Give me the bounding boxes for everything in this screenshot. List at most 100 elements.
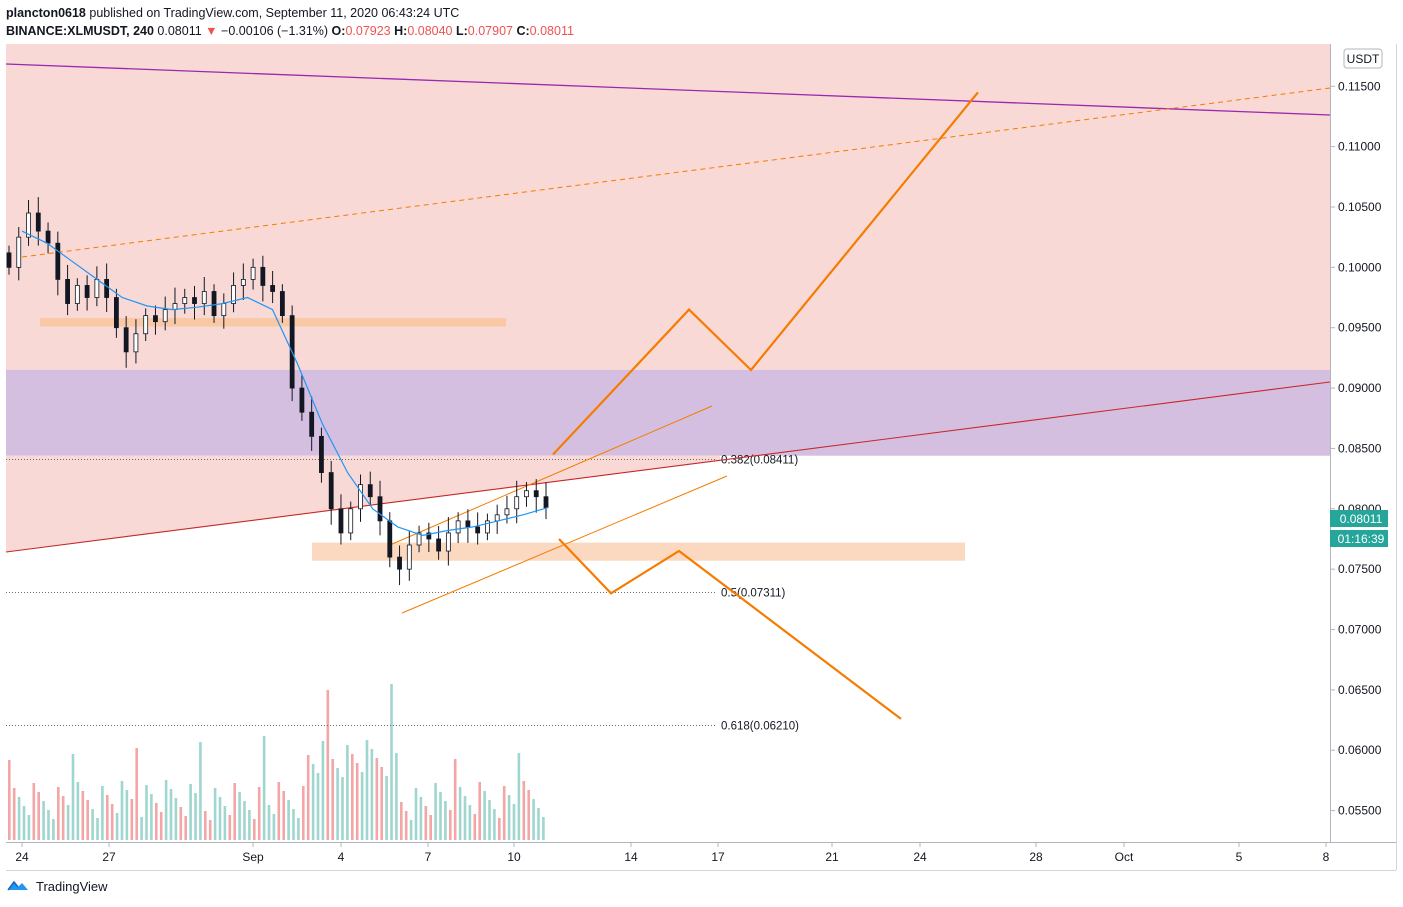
- price-tick-label: 0.07500: [1338, 562, 1382, 576]
- projection-down-path: [558, 538, 902, 720]
- volume-bar: [27, 815, 31, 840]
- volume-bar: [537, 808, 540, 840]
- volume-bar: [351, 754, 354, 840]
- volume-bar: [449, 810, 452, 840]
- time-tick-label: 5: [1236, 850, 1243, 864]
- volume-bar: [444, 801, 447, 840]
- candle-up: [94, 279, 100, 298]
- support-band-lower: [312, 542, 965, 561]
- tradingview-logo-icon: [7, 880, 28, 891]
- volume-bar: [218, 797, 222, 840]
- dashed-projection-line[interactable]: [21, 87, 1331, 258]
- candle-up: [455, 520, 461, 534]
- time-tick-label: 27: [102, 850, 116, 864]
- resistance-trendline[interactable]: [5, 63, 1331, 116]
- support-trendline[interactable]: [5, 381, 1331, 553]
- volume-bar: [61, 796, 65, 840]
- symbol-label[interactable]: BINANCE:XLMUSDT, 240: [6, 24, 154, 38]
- candle-up: [416, 532, 422, 546]
- volume-bar: [42, 801, 45, 840]
- candlesticks: [6, 197, 549, 586]
- volume-bar: [517, 753, 521, 840]
- currency-badge[interactable]: USDT: [1343, 48, 1383, 69]
- volume-bar: [336, 768, 339, 840]
- volume-bar: [419, 797, 423, 840]
- time-tick-label: Oct: [1115, 850, 1134, 864]
- time-tick-label: 8: [1323, 850, 1330, 864]
- candle-up: [358, 484, 363, 510]
- volume-bar: [194, 793, 197, 840]
- volume-bar: [150, 794, 153, 840]
- bar-countdown-tag: 01:16:39: [1330, 530, 1388, 547]
- candle-down: [260, 266, 266, 286]
- volume-bar: [159, 812, 163, 840]
- volume-bar: [145, 785, 148, 840]
- volume-bar: [498, 818, 501, 840]
- current-price-tag: 0.08011: [1330, 510, 1388, 527]
- volume-bar: [434, 783, 437, 840]
- ohlc-line: BINANCE:XLMUSDT, 240 0.08011 ▼ −0.00106 …: [6, 22, 574, 40]
- volume-bar: [502, 786, 506, 840]
- volume-bar: [253, 819, 256, 840]
- volume-bar: [306, 755, 310, 840]
- publish-info: published on TradingView.com, September …: [89, 6, 460, 20]
- volume-bar: [106, 795, 109, 840]
- volume-bar: [174, 798, 178, 840]
- volume-bar: [57, 787, 60, 840]
- candle-up: [514, 496, 520, 510]
- author-name[interactable]: plancton0618: [6, 6, 86, 20]
- volume-bar: [47, 810, 50, 840]
- price-tick-label: 0.07000: [1338, 623, 1382, 637]
- volume-bar: [287, 800, 290, 840]
- volume-bar: [140, 817, 143, 840]
- price-tick-label: 0.11000: [1338, 140, 1381, 154]
- candle-up: [250, 266, 256, 280]
- candle-up: [494, 514, 500, 522]
- volume-bar: [71, 754, 75, 840]
- price-change: −0.00106 (−1.31%): [221, 24, 329, 38]
- volume-bar: [355, 763, 359, 840]
- volume-bar: [439, 792, 442, 840]
- volume-bar: [468, 805, 472, 840]
- svg-text:01:16:39: 01:16:39: [1338, 532, 1385, 546]
- volume-bar: [66, 805, 70, 840]
- candle-up: [348, 508, 354, 534]
- down-arrow-icon: ▼: [205, 24, 218, 38]
- price-tick-label: 0.06000: [1338, 743, 1382, 757]
- tradingview-footer[interactable]: TradingView: [6, 878, 108, 894]
- candle-down: [104, 279, 110, 298]
- projection-up-path: [552, 91, 979, 456]
- candle-down: [123, 327, 129, 353]
- candle-up: [504, 508, 510, 516]
- volume-bar: [453, 759, 457, 840]
- candle-down: [377, 496, 383, 522]
- publish-line: plancton0618 published on TradingView.co…: [6, 4, 574, 22]
- volume-bar: [96, 818, 99, 840]
- volume-bar: [101, 786, 104, 840]
- tradingview-brand: TradingView: [36, 878, 108, 894]
- time-tick-label: 24: [913, 850, 927, 864]
- volume-bar: [52, 819, 55, 840]
- time-tick-label: 24: [15, 850, 29, 864]
- volume-bar: [115, 813, 119, 840]
- volume-bar: [248, 810, 251, 840]
- candle-down: [387, 520, 393, 558]
- channel-upper-line[interactable]: [389, 405, 713, 546]
- candle-down: [279, 291, 285, 317]
- price-tick-label: 0.05500: [1338, 804, 1382, 818]
- volume-bar: [125, 790, 129, 840]
- volume-bar: [302, 786, 305, 840]
- low-value: 0.07907: [467, 24, 513, 38]
- fib-levels: 0.382(0.08411) 0.5(0.07311) 0.618(0.06210): [6, 455, 799, 733]
- time-tick-label: 10: [507, 850, 521, 864]
- volume-bar: [375, 758, 379, 840]
- volume-bar: [478, 782, 481, 840]
- volume-bar: [400, 802, 403, 840]
- volume-bar: [208, 820, 212, 840]
- fib-label-0.5: 0.5(0.07311): [721, 588, 786, 600]
- volume-bar: [483, 791, 486, 840]
- volume-bar: [380, 767, 383, 840]
- candle-up: [162, 309, 168, 323]
- volume-bar: [213, 788, 217, 840]
